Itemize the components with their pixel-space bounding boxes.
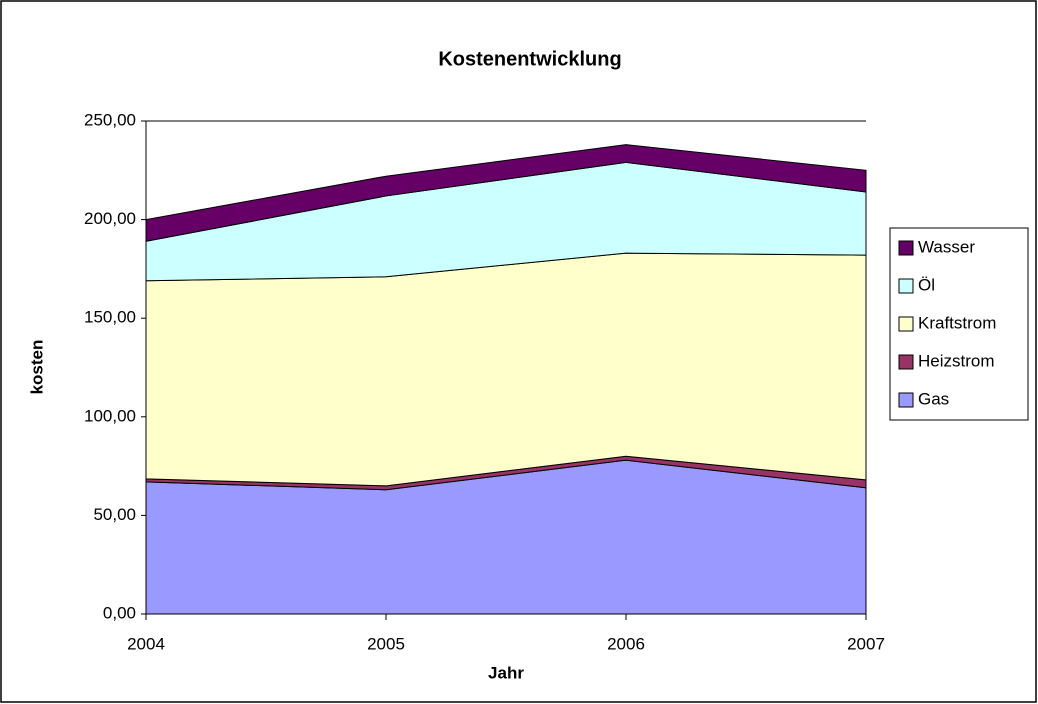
legend-label: Kraftstrom bbox=[918, 313, 996, 332]
chart-title: Kostenentwicklung bbox=[438, 48, 621, 70]
y-tick-label: 150,00 bbox=[84, 308, 136, 327]
y-tick-label: 200,00 bbox=[84, 209, 136, 228]
y-tick-label: 100,00 bbox=[84, 406, 136, 425]
legend-swatch bbox=[898, 354, 914, 370]
legend-swatch bbox=[898, 240, 914, 256]
legend-label: Wasser bbox=[918, 237, 975, 256]
x-tick-label: 2005 bbox=[367, 634, 405, 653]
y-tick-label: 250,00 bbox=[84, 110, 136, 129]
y-tick-label: 50,00 bbox=[93, 505, 136, 524]
y-tick-label: 0,00 bbox=[103, 603, 136, 622]
x-tick-label: 2006 bbox=[607, 634, 645, 653]
legend-label: Gas bbox=[918, 389, 949, 408]
legend-swatch bbox=[898, 278, 914, 294]
x-tick-label: 2004 bbox=[127, 634, 165, 653]
x-axis-label: Jahr bbox=[488, 663, 524, 682]
legend-swatch bbox=[898, 316, 914, 332]
area bbox=[145, 252, 867, 487]
x-tick-label: 2007 bbox=[847, 634, 885, 653]
legend-label: Öl bbox=[918, 275, 935, 294]
y-axis-label: kosten bbox=[27, 340, 46, 395]
legend-swatch bbox=[898, 392, 914, 408]
area bbox=[145, 144, 867, 242]
legend-label: Heizstrom bbox=[918, 351, 995, 370]
